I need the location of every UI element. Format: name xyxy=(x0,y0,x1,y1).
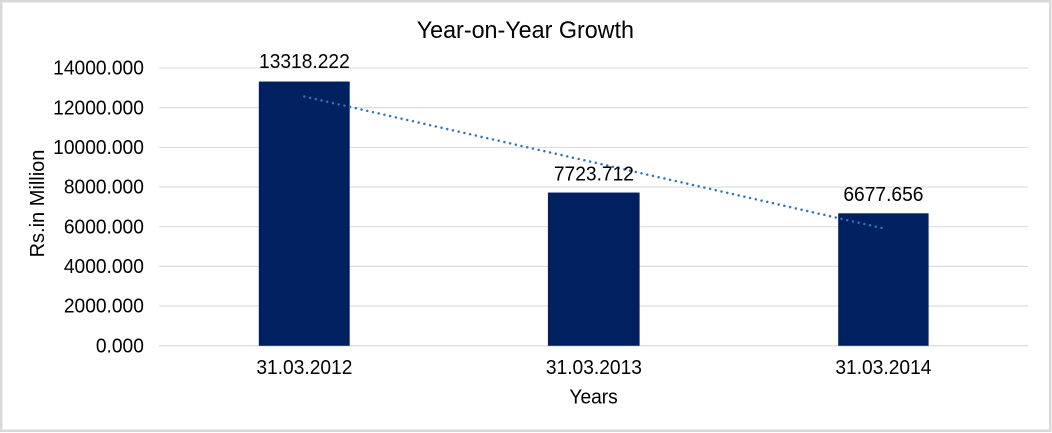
svg-text:6000.000: 6000.000 xyxy=(64,216,144,238)
svg-text:Rs.in Million: Rs.in Million xyxy=(27,150,49,258)
svg-text:Years: Years xyxy=(569,386,618,408)
svg-text:8000.000: 8000.000 xyxy=(64,176,144,198)
svg-text:4000.000: 4000.000 xyxy=(64,256,144,278)
svg-text:12000.000: 12000.000 xyxy=(53,97,144,119)
svg-text:2000.000: 2000.000 xyxy=(64,295,144,317)
svg-text:13318.222: 13318.222 xyxy=(259,51,350,73)
svg-text:6677.656: 6677.656 xyxy=(843,183,923,205)
svg-text:Year-on-Year Growth: Year-on-Year Growth xyxy=(417,16,634,44)
svg-text:31.03.2012: 31.03.2012 xyxy=(256,357,352,379)
svg-text:7723.712: 7723.712 xyxy=(554,163,634,185)
svg-text:31.03.2014: 31.03.2014 xyxy=(835,357,931,379)
svg-text:31.03.2013: 31.03.2013 xyxy=(546,357,642,379)
svg-text:10000.000: 10000.000 xyxy=(53,137,144,159)
svg-text:14000.000: 14000.000 xyxy=(53,57,144,79)
svg-text:0.000: 0.000 xyxy=(96,335,144,357)
